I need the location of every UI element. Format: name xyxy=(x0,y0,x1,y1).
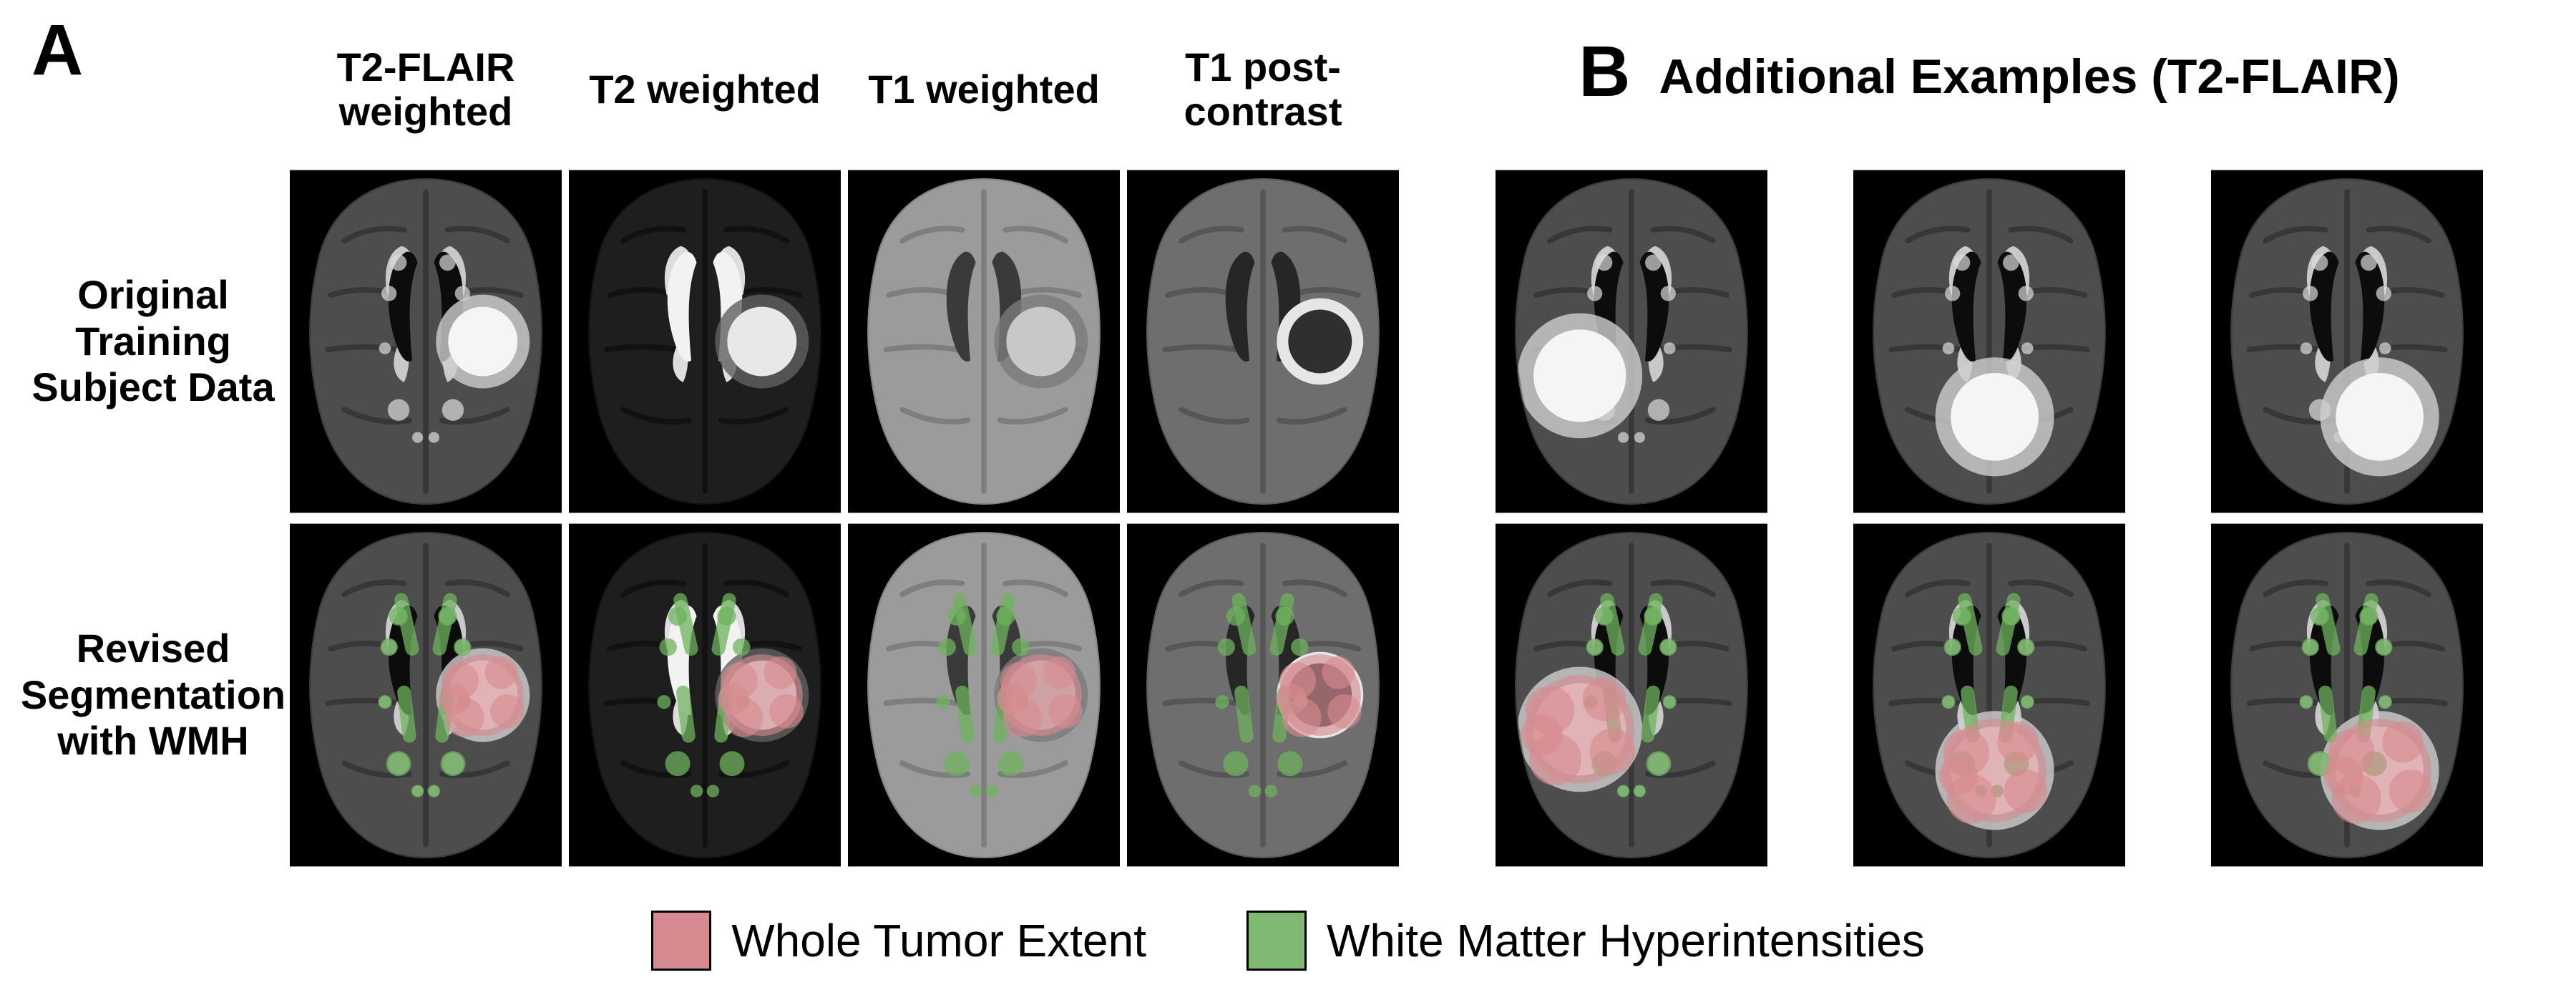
col-header-t1: T1 weighted xyxy=(862,67,1106,112)
legend: Whole Tumor Extent White Matter Hyperint… xyxy=(0,911,2576,971)
brain-b-r1-c1 xyxy=(1496,170,1767,513)
panel-a-letter-cell: A xyxy=(29,14,83,86)
brain-a-r2-t2 xyxy=(569,523,841,867)
row-header-original: Original Training Subject Data xyxy=(29,272,286,410)
figure-root: A T2-FLAIR weighted T2 weighted T1 weigh… xyxy=(0,0,2576,985)
panels-row: A T2-FLAIR weighted T2 weighted T1 weigh… xyxy=(29,14,2547,873)
brain-a-r1-t1c xyxy=(1127,170,1399,513)
brain-a-r1-t1 xyxy=(848,170,1120,513)
legend-swatch-tumor xyxy=(651,911,711,971)
panel-a-grid: A T2-FLAIR weighted T2 weighted T1 weigh… xyxy=(29,14,1402,872)
col-header-t1c: T1 post-contrast xyxy=(1123,45,1402,133)
col-header-t2: T2 weighted xyxy=(583,67,826,112)
row-header-revised: Revised Segmentation with WMH xyxy=(21,626,294,764)
brain-a-r1-flair xyxy=(290,170,562,513)
legend-label-tumor: Whole Tumor Extent xyxy=(731,914,1146,967)
brain-a-r2-t1c xyxy=(1127,523,1399,867)
panel-b-header: B Additional Examples (T2-FLAIR) xyxy=(1460,36,2519,107)
panel-b: B Additional Examples (T2-FLAIR) xyxy=(1460,14,2519,873)
legend-item-tumor: Whole Tumor Extent xyxy=(651,911,1146,971)
brain-a-r2-flair xyxy=(290,523,562,867)
brain-a-r1-t2 xyxy=(569,170,841,513)
brain-b-r1-c2 xyxy=(1853,170,2125,513)
panel-a-letter: A xyxy=(31,14,83,86)
legend-swatch-wmh xyxy=(1246,911,1307,971)
brain-b-r2-c1 xyxy=(1496,523,1767,867)
brain-b-r1-c3 xyxy=(2211,170,2483,513)
brain-b-r2-c2 xyxy=(1853,523,2125,867)
panel-b-title: Additional Examples (T2-FLAIR) xyxy=(1659,36,2400,105)
panel-b-letter: B xyxy=(1579,36,1630,107)
legend-item-wmh: White Matter Hyperintensities xyxy=(1246,911,1925,971)
col-header-flair: T2-FLAIR weighted xyxy=(286,45,565,133)
panel-a: A T2-FLAIR weighted T2 weighted T1 weigh… xyxy=(29,14,1402,873)
brain-b-r2-c3 xyxy=(2211,523,2483,867)
brain-a-r2-t1 xyxy=(848,523,1120,867)
panel-b-grid xyxy=(1460,165,2519,872)
legend-label-wmh: White Matter Hyperintensities xyxy=(1327,914,1925,967)
